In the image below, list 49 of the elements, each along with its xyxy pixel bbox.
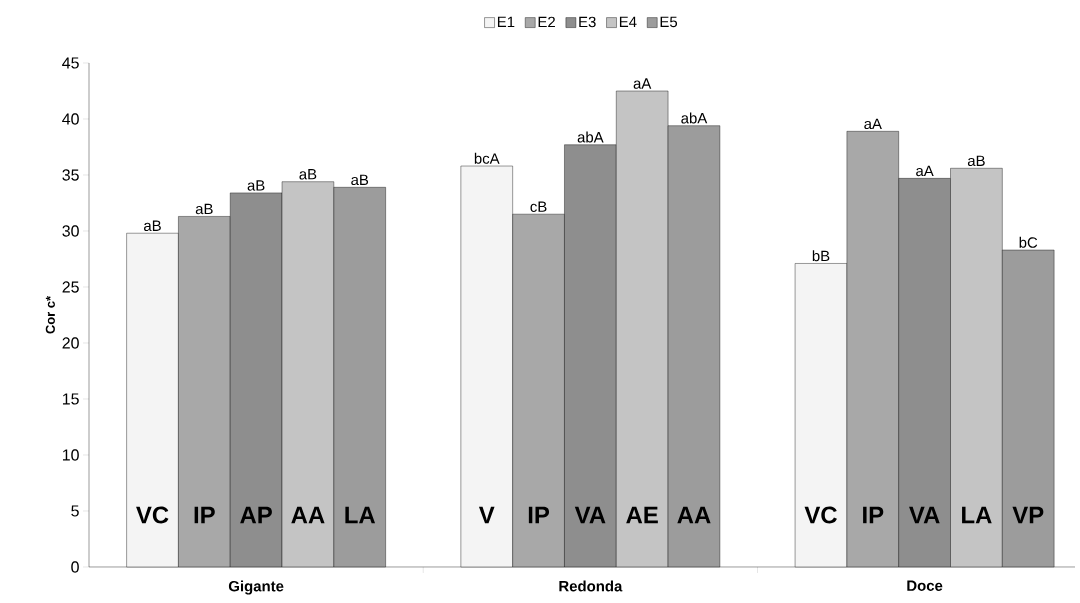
x-tick-label: Redonda bbox=[559, 580, 623, 592]
data-label: aB bbox=[299, 169, 317, 180]
legend-label: E5 bbox=[660, 16, 678, 28]
data-label: bcA bbox=[474, 152, 500, 164]
legend-label: E3 bbox=[579, 16, 596, 28]
x-tick-label: Gigante bbox=[228, 580, 284, 595]
y-tick-label: 25 bbox=[62, 281, 79, 293]
y-axis-title: Cor c* bbox=[45, 295, 55, 334]
data-label: bC bbox=[1019, 236, 1038, 248]
y-tick-label: 15 bbox=[62, 393, 79, 405]
data-label: bB bbox=[812, 250, 830, 262]
x-tick-label: Doce bbox=[907, 580, 943, 591]
y-tick-label: 10 bbox=[62, 449, 79, 461]
y-tick-label: 20 bbox=[62, 337, 79, 349]
annotation: VA bbox=[909, 506, 940, 524]
data-label: aA bbox=[916, 165, 934, 177]
y-tick-label: 45 bbox=[62, 57, 79, 69]
annotation: IP bbox=[863, 506, 884, 524]
data-label: cB bbox=[530, 201, 547, 212]
annotation: AP bbox=[240, 506, 272, 524]
legend-label: E2 bbox=[538, 16, 555, 28]
annotation: VP bbox=[1012, 506, 1044, 524]
data-label: aB bbox=[247, 180, 265, 191]
y-tick-label: 0 bbox=[71, 561, 79, 573]
annotation: V bbox=[478, 506, 495, 524]
y-tick-label: 30 bbox=[62, 225, 79, 237]
data-label: aB bbox=[967, 155, 985, 167]
data-label: abA bbox=[577, 131, 604, 143]
annotation: VA bbox=[574, 506, 606, 524]
annotation: LA bbox=[345, 506, 376, 524]
data-label: aA bbox=[864, 118, 882, 130]
y-tick-label: 35 bbox=[62, 169, 79, 181]
annotation: LA bbox=[962, 506, 992, 524]
y-tick-label: 5 bbox=[71, 505, 79, 517]
annotation: AA bbox=[677, 506, 711, 524]
annotation: AE bbox=[626, 506, 658, 524]
data-label: aB bbox=[144, 220, 161, 232]
data-label: abA bbox=[681, 112, 708, 124]
annotation: VC bbox=[804, 506, 837, 524]
annotation: AA bbox=[291, 506, 325, 524]
y-tick-label: 40 bbox=[62, 113, 79, 125]
annotation: IP bbox=[194, 506, 215, 524]
data-label: aB bbox=[351, 174, 369, 186]
annotation: IP bbox=[528, 506, 550, 524]
annotation: VC bbox=[136, 506, 169, 524]
data-label: aB bbox=[195, 203, 213, 215]
legend-label: E1 bbox=[497, 16, 515, 27]
legend-label: E4 bbox=[619, 16, 637, 27]
data-label: aA bbox=[633, 78, 652, 89]
